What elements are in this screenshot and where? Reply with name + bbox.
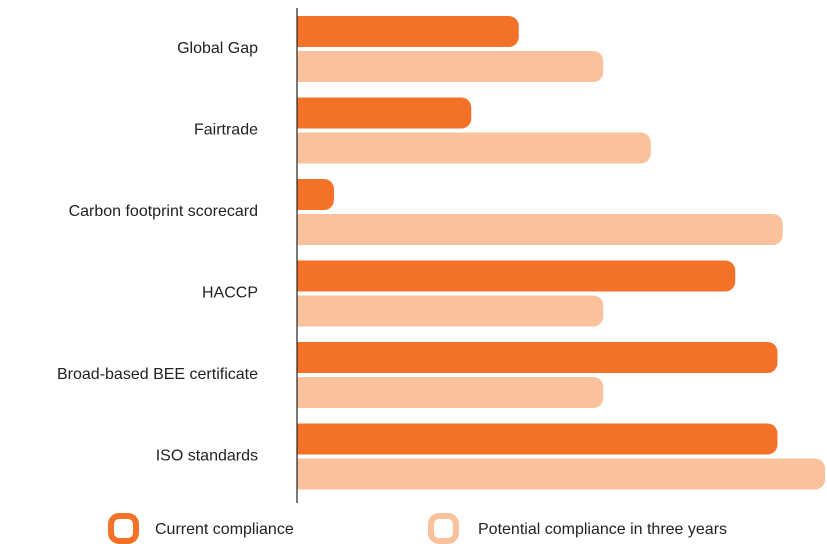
bar bbox=[297, 214, 783, 245]
y-tick-label: ISO standards bbox=[156, 448, 258, 465]
legend-swatch bbox=[108, 513, 139, 544]
bar bbox=[297, 377, 604, 408]
legend-label: Potential compliance in three years bbox=[478, 521, 727, 538]
bar bbox=[297, 97, 472, 129]
y-tick-label: Global Gap bbox=[177, 40, 258, 57]
bar bbox=[297, 16, 519, 47]
bar bbox=[297, 260, 736, 292]
bar bbox=[297, 132, 651, 164]
y-tick-label: Broad-based BEE certificate bbox=[57, 366, 258, 383]
y-tick-label: HACCP bbox=[202, 285, 258, 302]
bar bbox=[297, 179, 334, 210]
legend-swatch bbox=[428, 513, 459, 544]
bar bbox=[297, 458, 825, 490]
bar bbox=[296, 342, 778, 373]
y-tick-label: Fairtrade bbox=[194, 122, 258, 139]
bar bbox=[297, 295, 604, 327]
y-tick-label: Carbon footprint scorecard bbox=[69, 203, 258, 220]
legend-label: Current compliance bbox=[155, 521, 294, 538]
bar bbox=[297, 51, 604, 82]
bar bbox=[296, 423, 778, 455]
